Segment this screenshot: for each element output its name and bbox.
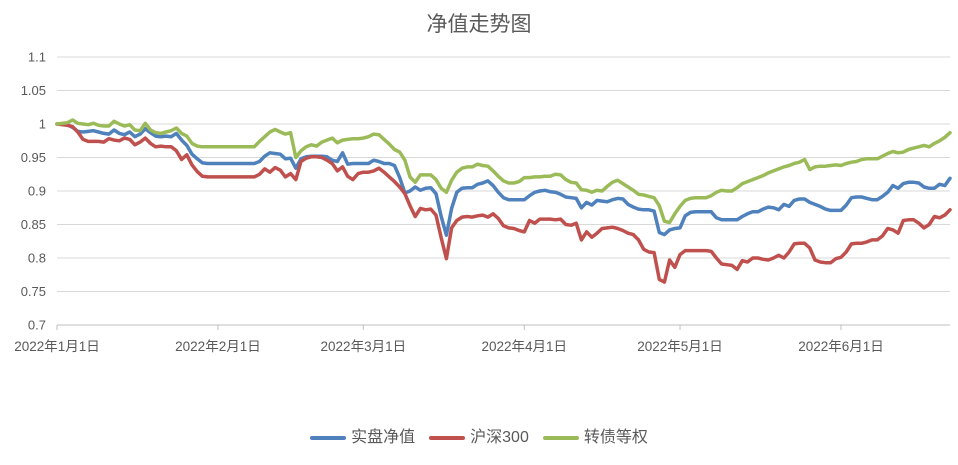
y-axis-tick-label: 0.9 [28,184,46,199]
series-line-沪深300 [55,122,952,284]
y-axis-tick-label: 0.75 [21,284,46,299]
y-axis-tick-label: 0.85 [21,217,46,232]
y-axis-tick-label: 1 [39,117,46,132]
legend-item-zhuanzhai-dengquan: 转债等权 [542,429,648,446]
legend-label: 实盘净值 [351,429,416,446]
red-line-swatch [429,435,466,441]
legend-label: 沪深300 [470,429,529,446]
y-axis-tick-label: 1.1 [28,50,46,65]
green-line-swatch [542,435,579,441]
chart-title: 净值走势图 [426,12,532,36]
legend-item-shipan-jingzhi: 实盘净值 [310,430,415,446]
x-axis-tick-label: 2022年6月1日 [798,339,884,354]
y-axis-tick-label: 0.8 [28,251,46,266]
x-axis-tick-label: 2022年4月1日 [481,339,567,354]
x-axis-tick-label: 2022年5月1日 [637,339,723,354]
y-axis-tick-label: 0.7 [28,318,46,333]
x-axis-tick-label: 2022年1月1日 [14,339,100,354]
y-axis-tick-label: 0.95 [21,150,46,165]
legend-label: 转债等权 [583,429,648,446]
x-axis-tick-label: 2022年3月1日 [321,339,407,354]
x-axis-tick-label: 2022年2月1日 [175,339,261,354]
legend-item-hushen300: 沪深300 [429,430,529,446]
chart-legend: 实盘净值 沪深300 转债等权 [0,430,958,446]
y-axis-tick-label: 1.05 [21,83,46,98]
blue-line-swatch [310,435,347,441]
series-line-转债等权 [55,118,952,225]
series-line-实盘净值 [55,122,952,237]
